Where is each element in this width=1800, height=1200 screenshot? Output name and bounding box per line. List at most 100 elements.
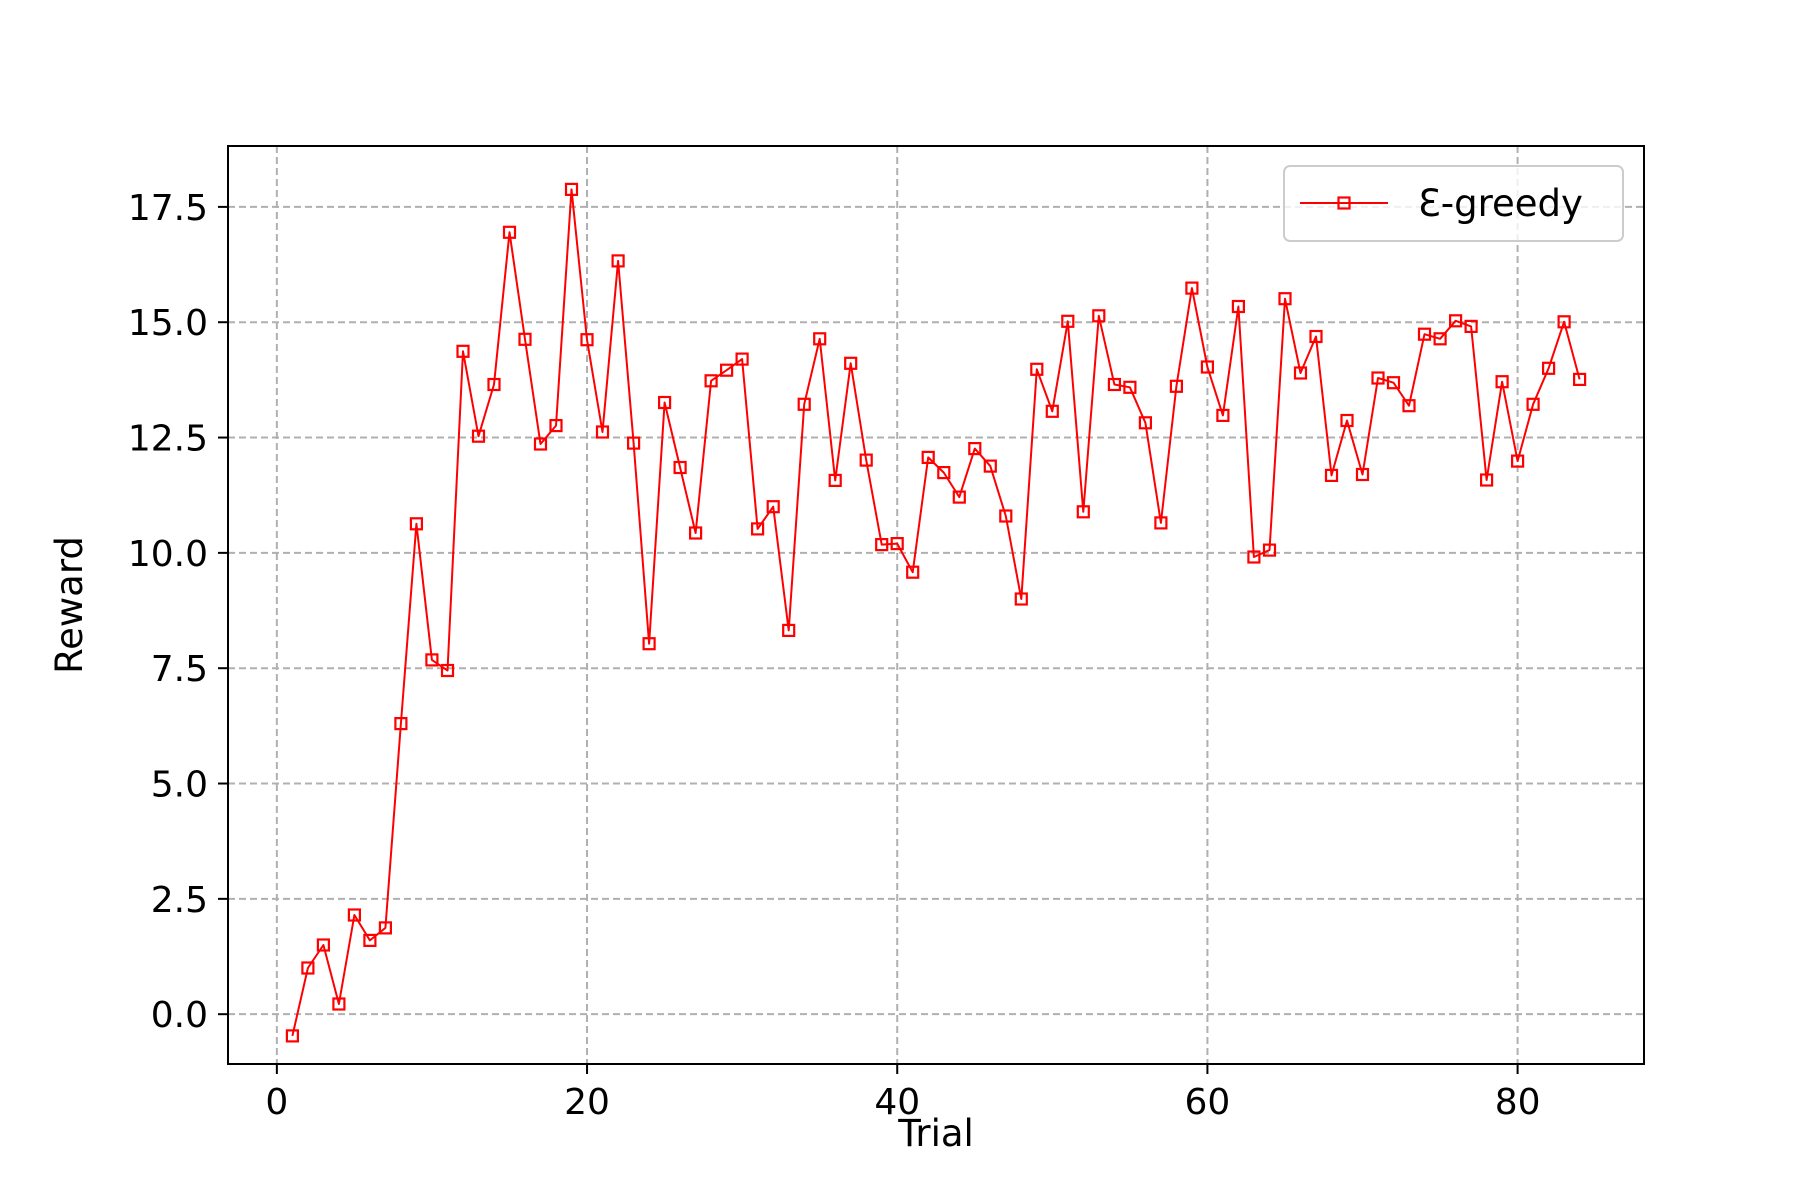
data-point [1092,309,1106,323]
data-point [1061,314,1075,328]
data-point [688,526,703,540]
data-point [626,436,641,450]
data-point [1309,329,1323,344]
data-point [782,623,796,638]
legend-marker-swatch [1337,196,1351,210]
data-point [1433,332,1447,346]
data-point [1014,592,1028,606]
legend-label: Ɛ-greedy [1418,182,1583,225]
data-point [1417,327,1432,341]
data-point [859,453,873,467]
data-point [766,500,780,514]
data-point [1107,377,1122,392]
data-point [968,442,982,456]
data-point [750,522,765,536]
data-point [906,565,920,579]
data-point [285,1029,299,1043]
data-point [1138,416,1153,430]
data-point [1448,314,1463,328]
data-point [735,352,749,366]
data-point [937,466,951,480]
data-point [316,938,330,952]
data-point [611,254,625,268]
data-point [440,663,455,678]
data-point [983,459,997,473]
data-point [797,397,811,411]
data-point [1154,516,1168,530]
data-point [999,509,1013,523]
data-point [1262,543,1277,557]
x-axis-label: Trial [897,1112,974,1155]
data-point [1247,550,1261,564]
data-point [564,182,579,196]
data-point [471,429,486,443]
data-point [673,460,687,475]
data-point [1169,379,1184,393]
data-point [1231,299,1246,314]
data-point [1495,375,1509,389]
data-point [533,437,548,451]
x-tick-label: 60 [1185,1082,1231,1123]
data-point [642,637,656,651]
data-point [487,377,501,392]
data-point [1216,408,1230,422]
y-tick-label: 10.0 [128,534,208,575]
data-point [1076,505,1090,519]
data-point [1355,467,1370,482]
data-point [549,419,563,433]
axis-ticks: 0 20 40 60 80 0.0 2.5 5.0 7.5 10.0 12.5 15.0 17.5 [128,188,1541,1123]
data-point [425,653,439,667]
data-point [301,961,315,975]
data-point [347,908,361,922]
y-axis-label: Reward [48,536,91,674]
data-point [409,517,423,531]
data-point [1123,380,1137,394]
data-point [1030,362,1044,376]
series-line [291,188,1581,1037]
data-point [719,363,734,377]
x-tick-label: 40 [874,1082,920,1123]
data-point [844,356,858,370]
plot-frame [227,145,1645,1065]
data-point [1510,454,1525,468]
data-point [1402,399,1416,413]
y-tick-label: 7.5 [151,649,208,690]
data-point [813,332,827,346]
data-point [1278,292,1292,306]
data-point [1464,319,1478,333]
data-point [332,997,346,1011]
data-point [1479,473,1494,487]
data-point [875,537,889,552]
data-point [1371,371,1385,385]
data-point [518,332,532,346]
data-point [828,473,842,487]
data-point [657,395,672,410]
data-point [378,921,392,935]
data-point [502,225,517,239]
data-point [704,374,718,388]
data-point [952,490,966,504]
data-point [890,536,904,551]
data-point [394,716,408,731]
data-point [1541,361,1556,375]
x-tick-label: 0 [265,1082,288,1123]
plot-series [285,182,1587,1043]
data-point [1572,372,1587,386]
y-tick-label: 12.5 [128,419,208,460]
y-tick-label: 17.5 [128,188,208,229]
data-point [1045,404,1059,418]
y-tick-label: 15.0 [128,303,208,344]
data-point [921,450,935,464]
x-tick-label: 20 [564,1082,610,1123]
data-point [1324,468,1339,482]
data-point [1386,376,1401,390]
data-point [456,344,470,358]
x-tick-label: 80 [1495,1082,1541,1123]
y-tick-label: 5.0 [151,765,208,806]
data-point [1340,413,1354,428]
data-point [1185,281,1199,295]
y-tick-label: 2.5 [151,880,208,921]
y-tick-label: 0.0 [151,995,208,1036]
legend: Ɛ-greedy [1283,165,1624,242]
